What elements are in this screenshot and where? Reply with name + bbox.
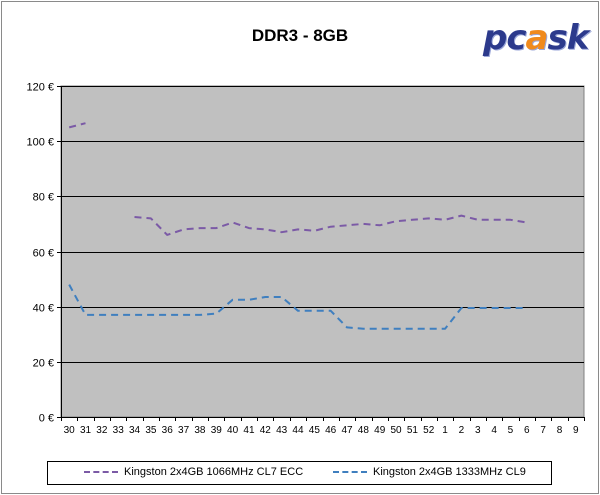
ytick-label-20: 20 € [33,358,54,370]
xtick-label-34: 34 [129,425,141,436]
chart-legend: Kingston 2x4GB 1066MHz CL7 ECC Kingston … [47,461,552,485]
ytick-label-0: 0 € [39,413,54,425]
series-0-line-segment-1 [134,214,527,236]
legend-swatch-1066 [84,471,118,473]
legend-item-1333: Kingston 2x4GB 1333MHz CL9 [333,466,526,478]
logo-flame-letter: a [525,18,549,58]
series-0-line-segment-0 [68,122,86,129]
xtick-label-46: 46 [325,425,337,436]
xtick-label-47: 47 [341,425,353,436]
xtick-label-7: 7 [540,425,546,436]
legend-item-1066: Kingston 2x4GB 1066MHz CL7 ECC [84,466,303,478]
xtick-label-33: 33 [113,425,125,436]
xtick-label-30: 30 [64,425,76,436]
pcask-logo: pcask [483,18,589,58]
xtick-label-43: 43 [276,425,288,436]
xtick-label-44: 44 [292,425,304,436]
logo-text-pre: pc [483,18,526,58]
xtick-label-39: 39 [211,425,223,436]
xtick-label-40: 40 [227,425,239,436]
xtick-label-50: 50 [390,425,402,436]
xtick-label-37: 37 [178,425,190,436]
ytick-label-100: 100 € [26,137,54,149]
ytick-label-60: 60 € [33,248,54,260]
xtick-label-42: 42 [260,425,272,436]
xtick-label-35: 35 [145,425,157,436]
chart-title: DDR3 - 8GB [251,26,349,45]
xtick-label-1: 1 [442,425,448,436]
legend-swatch-1333 [333,471,367,473]
xtick-label-31: 31 [80,425,92,436]
xtick-label-2: 2 [459,425,465,436]
ytick-label-40: 40 € [33,303,54,315]
ytick-label-120: 120 € [26,82,54,94]
xtick-label-32: 32 [96,425,108,436]
xtick-label-4: 4 [491,425,497,436]
legend-label-1066: Kingston 2x4GB 1066MHz CL7 ECC [124,466,304,478]
ytick-label-80: 80 € [33,192,54,204]
xtick-label-36: 36 [162,425,174,436]
xtick-label-52: 52 [423,425,435,436]
legend-label-1333: Kingston 2x4GB 1333MHz CL9 [373,466,526,478]
logo-text-post: sk [547,18,589,58]
xtick-label-8: 8 [557,425,563,436]
xtick-label-49: 49 [374,425,386,436]
xtick-label-41: 41 [243,425,255,436]
plot-area [60,85,585,418]
xtick-label-45: 45 [309,425,321,436]
xtick-label-51: 51 [407,425,419,436]
xtick-label-48: 48 [358,425,370,436]
xtick-label-38: 38 [194,425,206,436]
xtick-label-3: 3 [475,425,481,436]
series-1-line-segment-0 [68,284,527,330]
xtick-label-6: 6 [524,425,530,436]
xtick-label-5: 5 [508,425,514,436]
xtick-label-9: 9 [573,425,579,436]
